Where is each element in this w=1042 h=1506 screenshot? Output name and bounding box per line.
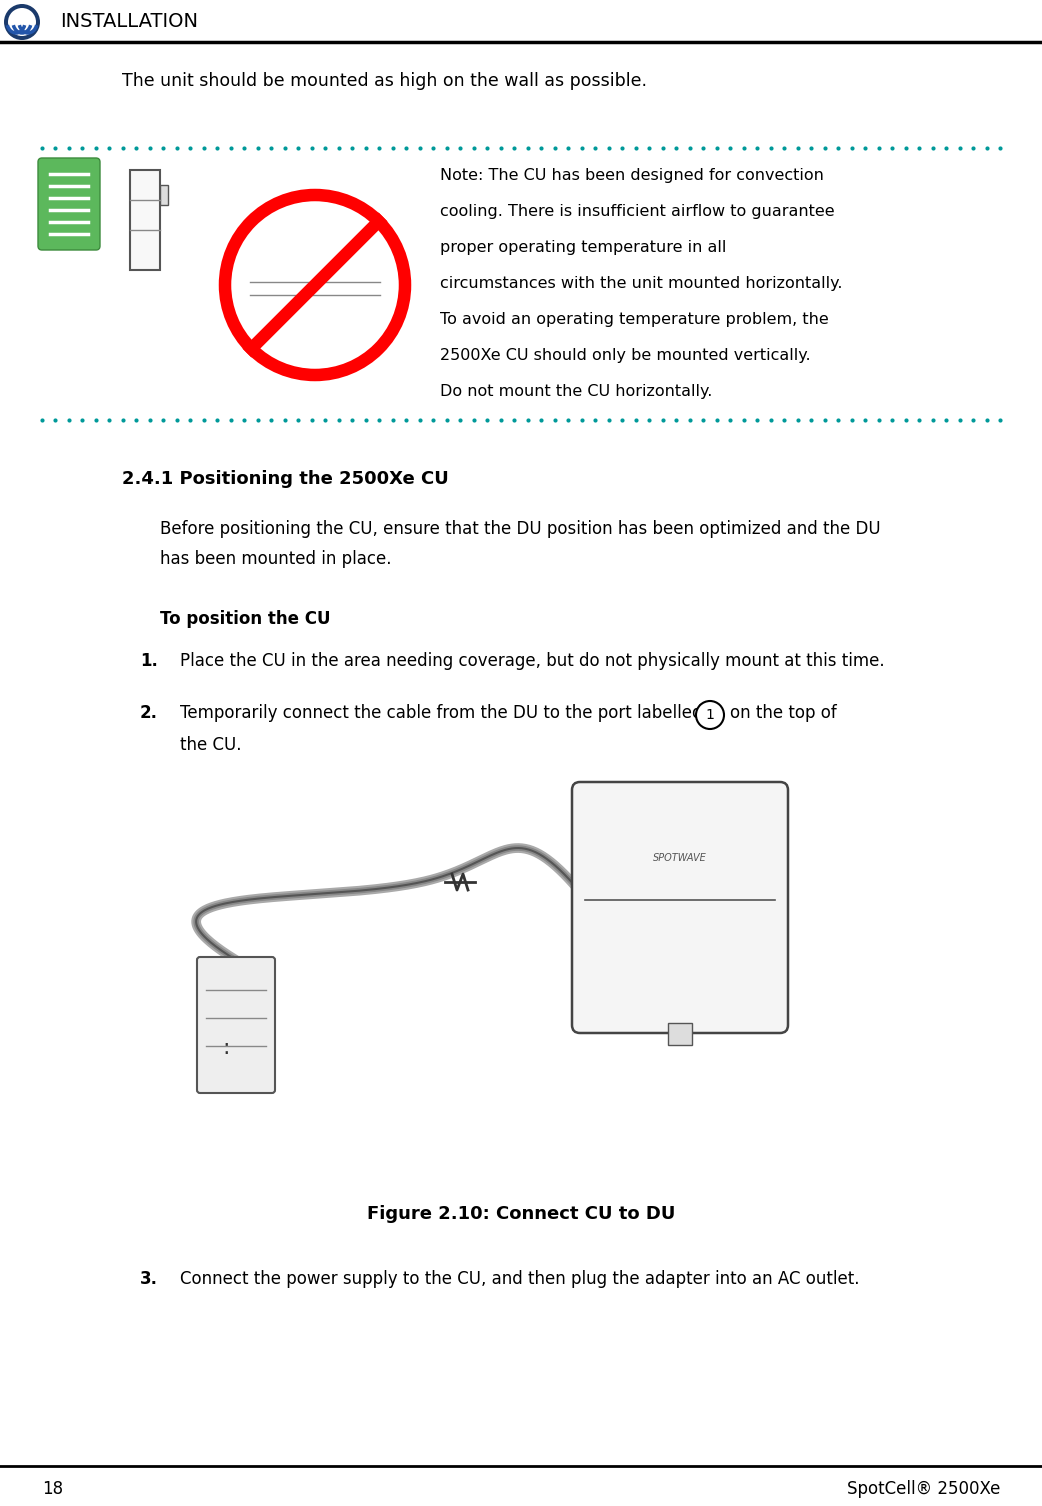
Text: 2500Xe CU should only be mounted vertically.: 2500Xe CU should only be mounted vertica… [440, 348, 811, 363]
Text: 2.4.1 Positioning the 2500Xe CU: 2.4.1 Positioning the 2500Xe CU [122, 470, 449, 488]
Bar [160, 185, 168, 205]
Text: Figure 2.10: Connect CU to DU: Figure 2.10: Connect CU to DU [367, 1205, 675, 1223]
FancyBboxPatch shape [572, 782, 788, 1033]
Text: Place the CU in the area needing coverage, but do not physically mount at this t: Place the CU in the area needing coverag… [180, 652, 885, 670]
Text: To avoid an operating temperature problem, the: To avoid an operating temperature proble… [440, 312, 828, 327]
Text: Connect the power supply to the CU, and then plug the adapter into an AC outlet.: Connect the power supply to the CU, and … [180, 1270, 860, 1288]
Text: 2.: 2. [140, 703, 158, 721]
Text: 1.: 1. [140, 652, 158, 670]
Text: Do not mount the CU horizontally.: Do not mount the CU horizontally. [440, 384, 713, 399]
Text: The unit should be mounted as high on the wall as possible.: The unit should be mounted as high on th… [122, 72, 647, 90]
Ellipse shape [8, 8, 36, 36]
Text: INSTALLATION: INSTALLATION [60, 12, 198, 32]
Bar [130, 170, 160, 270]
FancyBboxPatch shape [38, 158, 100, 250]
Text: 3.: 3. [140, 1270, 158, 1288]
Circle shape [696, 700, 724, 729]
Text: cooling. There is insufficient airflow to guarantee: cooling. There is insufficient airflow t… [440, 203, 835, 218]
Text: SPOTWAVE: SPOTWAVE [653, 852, 706, 863]
Text: the CU.: the CU. [180, 736, 242, 755]
Bar [250, 267, 380, 307]
FancyBboxPatch shape [197, 956, 275, 1093]
Circle shape [225, 194, 405, 375]
Bar [668, 1023, 692, 1045]
Text: circumstances with the unit mounted horizontally.: circumstances with the unit mounted hori… [440, 276, 843, 291]
Text: SpotCell® 2500Xe: SpotCell® 2500Xe [846, 1480, 1000, 1498]
Text: To position the CU: To position the CU [160, 610, 330, 628]
Text: proper operating temperature in all: proper operating temperature in all [440, 239, 726, 255]
Ellipse shape [4, 5, 40, 41]
Text: Note: The CU has been designed for convection: Note: The CU has been designed for conve… [440, 169, 824, 184]
Text: Before positioning the CU, ensure that the DU position has been optimized and th: Before positioning the CU, ensure that t… [160, 520, 880, 538]
Text: has been mounted in place.: has been mounted in place. [160, 550, 392, 568]
Text: 1: 1 [705, 708, 715, 721]
Text: on the top of: on the top of [730, 703, 837, 721]
Text: 18: 18 [42, 1480, 64, 1498]
Text: :: : [222, 1038, 229, 1059]
Text: Temporarily connect the cable from the DU to the port labelled: Temporarily connect the cable from the D… [180, 703, 702, 721]
